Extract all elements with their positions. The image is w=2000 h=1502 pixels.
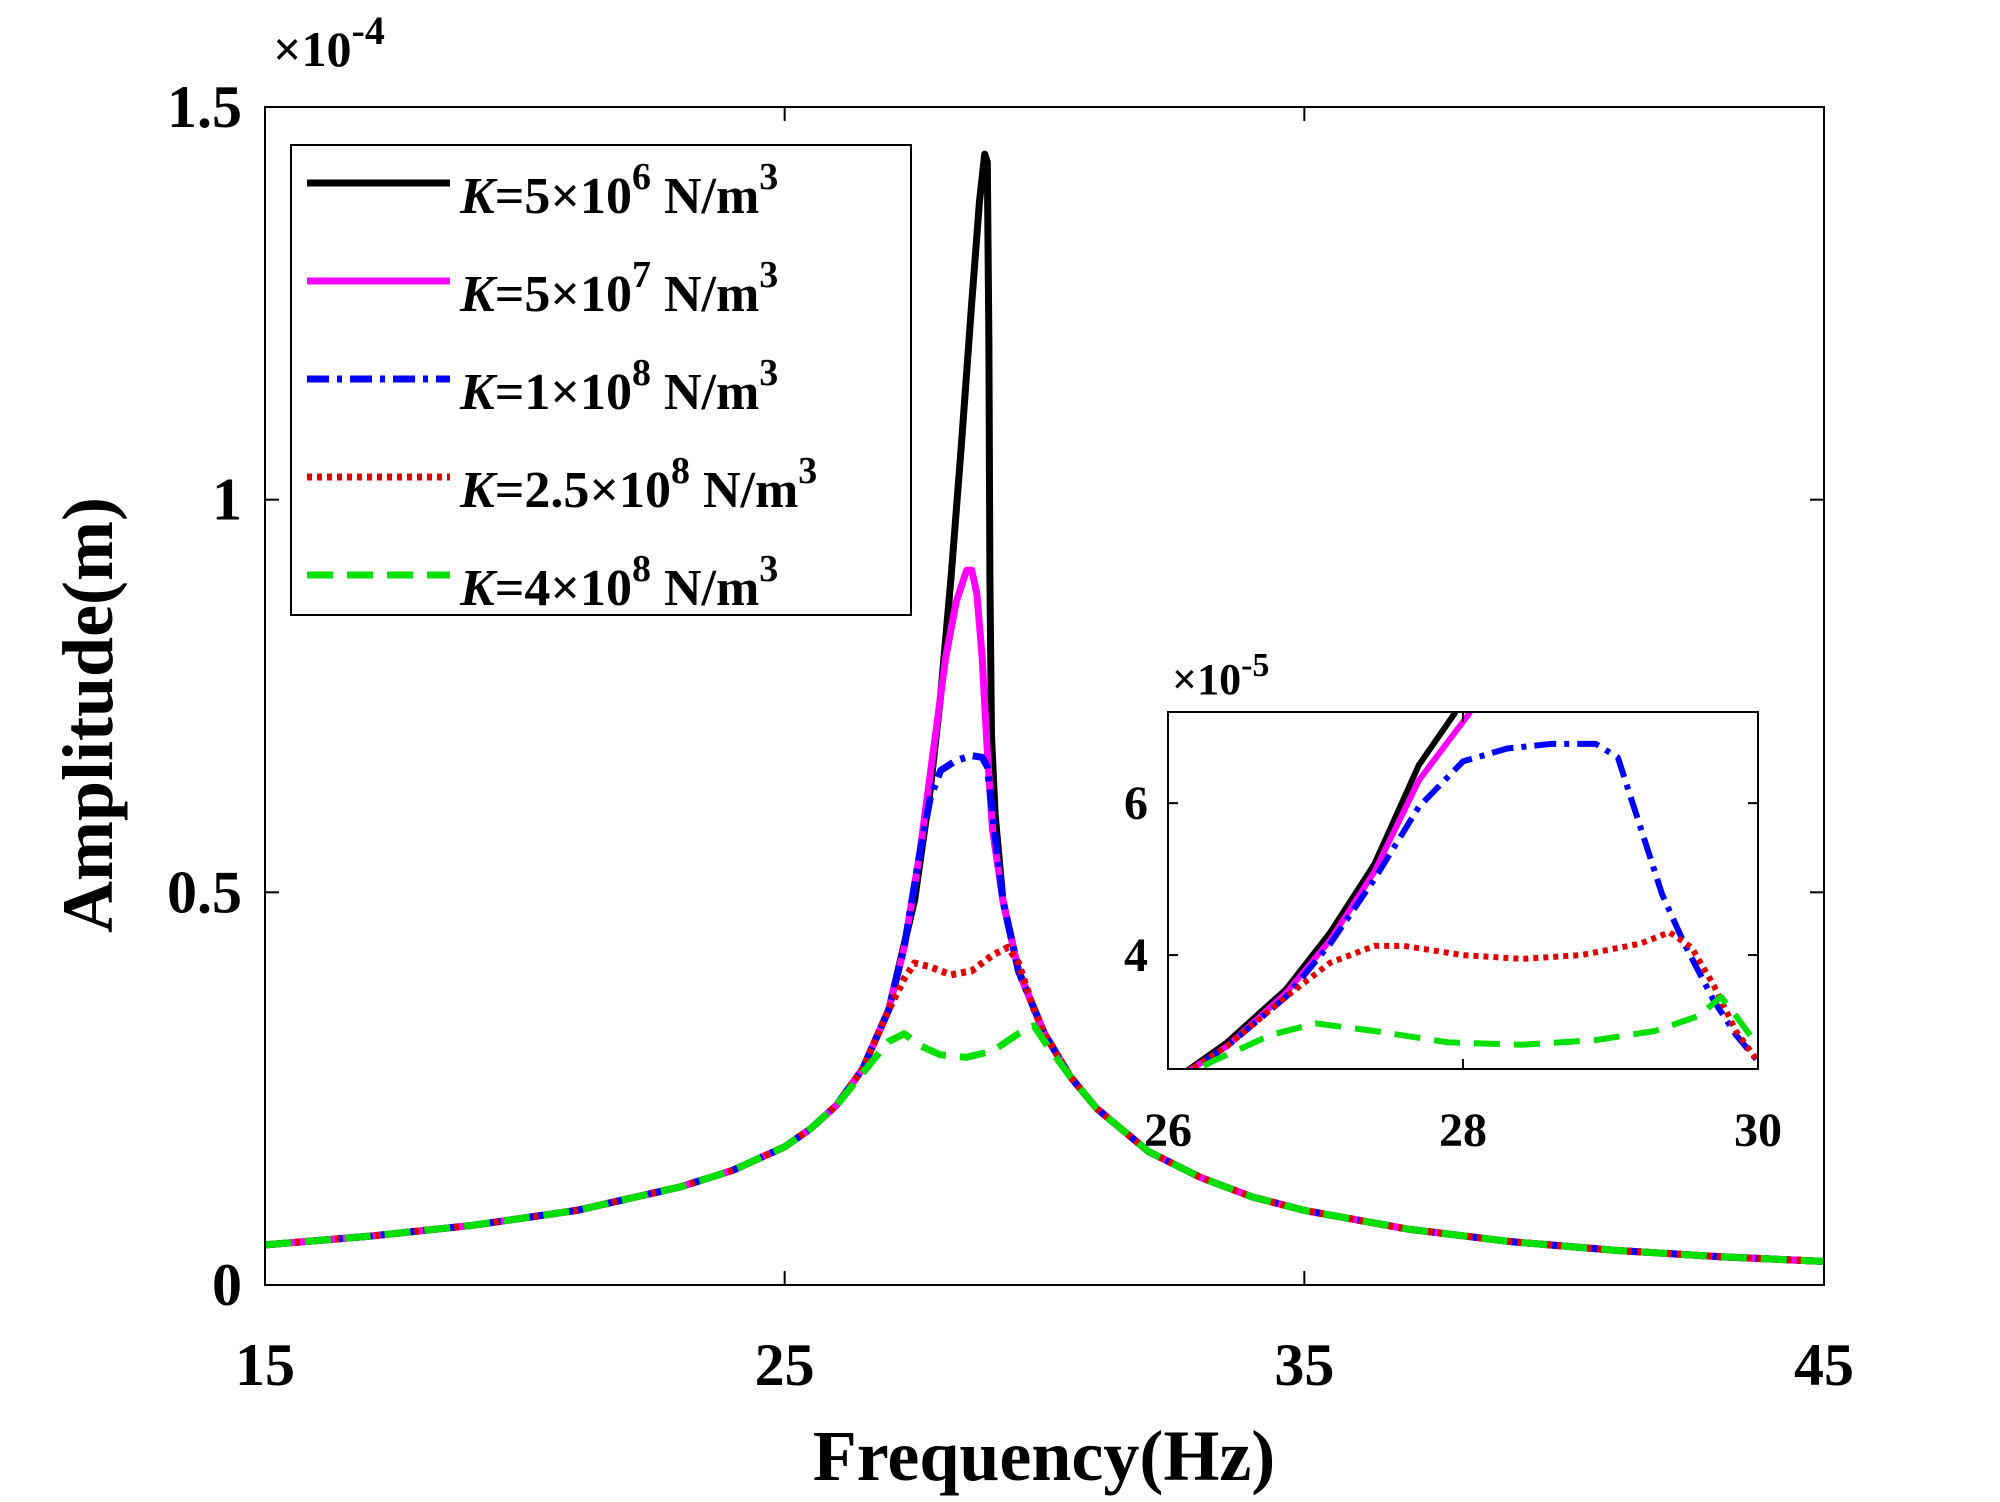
legend-label-4: K=2.5×108 N/m3	[459, 450, 817, 519]
main-y-ticks: 0 0.5 1 1.5	[167, 74, 1824, 1318]
inset-series-group	[1184, 712, 1758, 1069]
main-x-tick-label: 25	[755, 1332, 815, 1398]
inset-y-tick-label: 4	[1124, 929, 1148, 982]
main-y-tick-label: 1	[212, 467, 242, 533]
legend-label-3: K=1×108 N/m3	[459, 352, 778, 421]
inset-x-tick-label: 26	[1144, 1104, 1192, 1157]
inset-series-line-3	[1186, 740, 1758, 1069]
main-x-tick-label: 15	[235, 1332, 295, 1398]
main-y-tick-label: 1.5	[167, 74, 242, 140]
inset-y-multiplier: ×10-5	[1172, 647, 1269, 704]
inset-y-tick-label: 6	[1124, 777, 1148, 830]
main-y-axis-title: Amplitude(m)	[48, 497, 128, 933]
inset-series-line-5	[1190, 993, 1758, 1069]
inset-x-tick-label: 28	[1439, 1104, 1487, 1157]
main-y-multiplier: ×10-4	[273, 8, 385, 77]
inset-y-ticks: 46	[1124, 777, 1758, 982]
main-x-ticks: 15 25 35 45	[235, 107, 1854, 1398]
main-x-tick-label: 45	[1794, 1332, 1854, 1398]
legend-label-2: K=5×107 N/m3	[459, 254, 778, 323]
inset-x-tick-label: 30	[1734, 1104, 1782, 1157]
main-x-axis-title: Frequency(Hz)	[813, 1416, 1276, 1496]
inset-x-ticks: 26 28 30	[1144, 712, 1782, 1157]
inset-axes: 26 28 30 46 ×10-5	[1124, 647, 1782, 1157]
main-series-group	[265, 150, 1824, 1265]
legend-items: K=5×106 N/m3 K=5×107 N/m3 K=1×108 N/m3 K=2.…	[307, 156, 817, 617]
main-x-tick-label: 35	[1274, 1332, 1334, 1398]
legend-label-1: K=5×106 N/m3	[459, 156, 778, 225]
legend-label-5: K=4×108 N/m3	[459, 548, 778, 617]
main-series-line-5	[265, 1022, 1824, 1265]
main-y-tick-label: 0	[212, 1252, 242, 1318]
main-y-tick-label: 0.5	[167, 859, 242, 925]
legend: K=5×106 N/m3 K=5×107 N/m3 K=1×108 N/m3 K=2.…	[290, 144, 912, 617]
main-axes-box	[264, 106, 1825, 1286]
